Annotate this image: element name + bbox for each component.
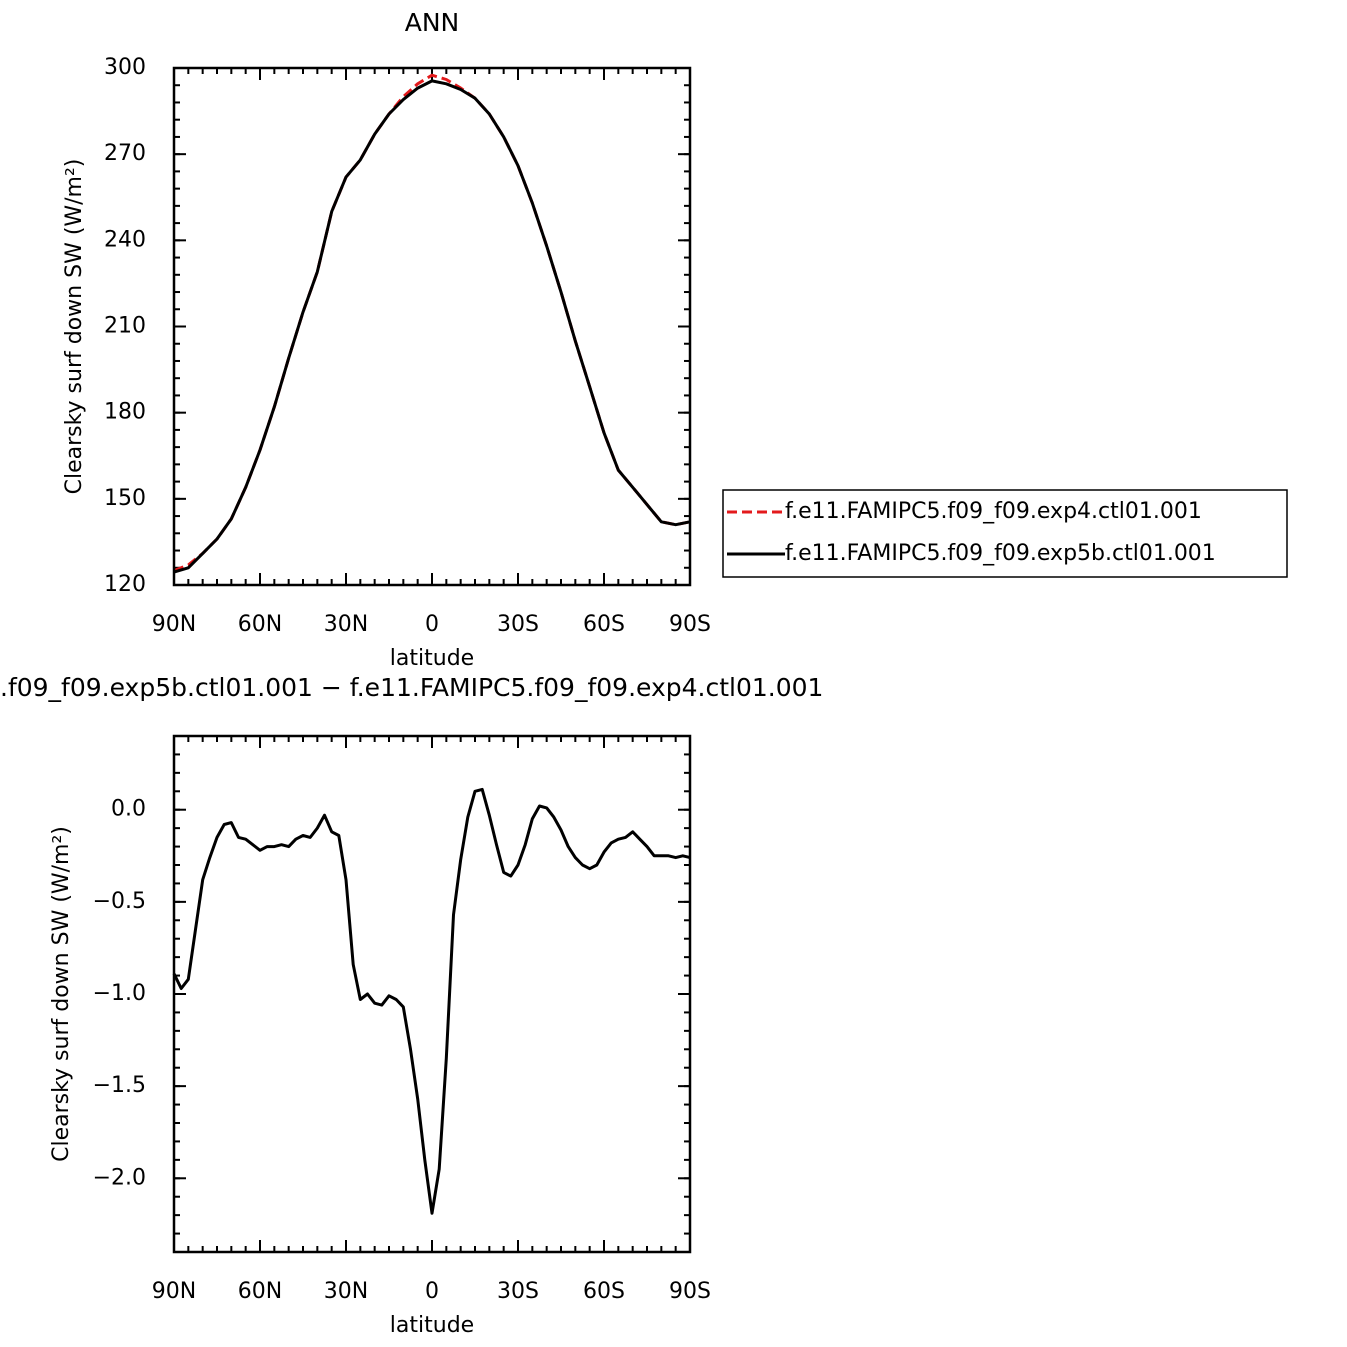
chart-title: .f09_f09.exp5b.ctl01.001 − f.e11.FAMIPC5…: [0, 673, 823, 702]
x-tick-label: 60N: [238, 1279, 282, 1304]
x-tick-label: 30S: [497, 1279, 539, 1304]
x-tick-label: 60S: [583, 1279, 625, 1304]
x-axis-label: latitude: [390, 1313, 474, 1338]
y-tick-label: 210: [104, 314, 146, 339]
chart-title: ANN: [405, 8, 460, 37]
y-axis-label: Clearsky surf down SW (W/m²): [49, 826, 74, 1162]
series-line: [173, 73, 691, 572]
legend-label: f.e11.FAMIPC5.f09_f09.exp5b.ctl01.001: [785, 541, 1216, 566]
y-tick-label: 240: [104, 227, 146, 252]
x-tick-label: 0: [425, 612, 439, 637]
x-tick-label: 60N: [238, 612, 282, 637]
y-tick-label: 180: [104, 400, 146, 425]
y-tick-label: 270: [104, 141, 146, 166]
series-line: [172, 787, 691, 1215]
y-axis-label: Clearsky surf down SW (W/m²): [62, 159, 87, 495]
x-tick-label: 0: [425, 1279, 439, 1304]
plot-frame: [172, 66, 692, 587]
legend: f.e11.FAMIPC5.f09_f09.exp4.ctl01.001 f.e1…: [722, 489, 1288, 578]
x-tick-label: 90S: [669, 1279, 711, 1304]
y-tick-label: 150: [104, 486, 146, 511]
y-tick-label: 120: [104, 572, 146, 597]
x-tick-label: 30N: [324, 612, 368, 637]
y-tick-label: −0.5: [93, 889, 146, 914]
legend-box: [722, 489, 1288, 578]
chart-panel: 120 150 180 210 240 270 300 90N 60N 30N 0 30S 60S 90S…: [62, 8, 1288, 671]
x-tick-label: 90N: [152, 612, 196, 637]
x-tick-label: 90S: [669, 612, 711, 637]
chart-panel: −2.0 −1.5 −1.0 −0.5 0.0 90N 60N 30N 0 30S 60S 90S .f…: [0, 673, 823, 1338]
legend-label: f.e11.FAMIPC5.f09_f09.exp4.ctl01.001: [785, 499, 1202, 524]
series-line: [173, 79, 691, 574]
x-axis-label: latitude: [390, 646, 474, 671]
y-tick-label: −2.0: [93, 1165, 146, 1190]
plot-frame: [172, 734, 692, 1254]
x-tick-label: 30N: [324, 1279, 368, 1304]
y-tick-label: −1.0: [93, 981, 146, 1006]
x-tick-label: 30S: [497, 612, 539, 637]
y-tick-label: −1.5: [93, 1073, 146, 1098]
x-tick-label: 90N: [152, 1279, 196, 1304]
y-tick-label: 0.0: [111, 797, 146, 822]
y-tick-label: 300: [104, 55, 146, 80]
x-tick-label: 60S: [583, 612, 625, 637]
